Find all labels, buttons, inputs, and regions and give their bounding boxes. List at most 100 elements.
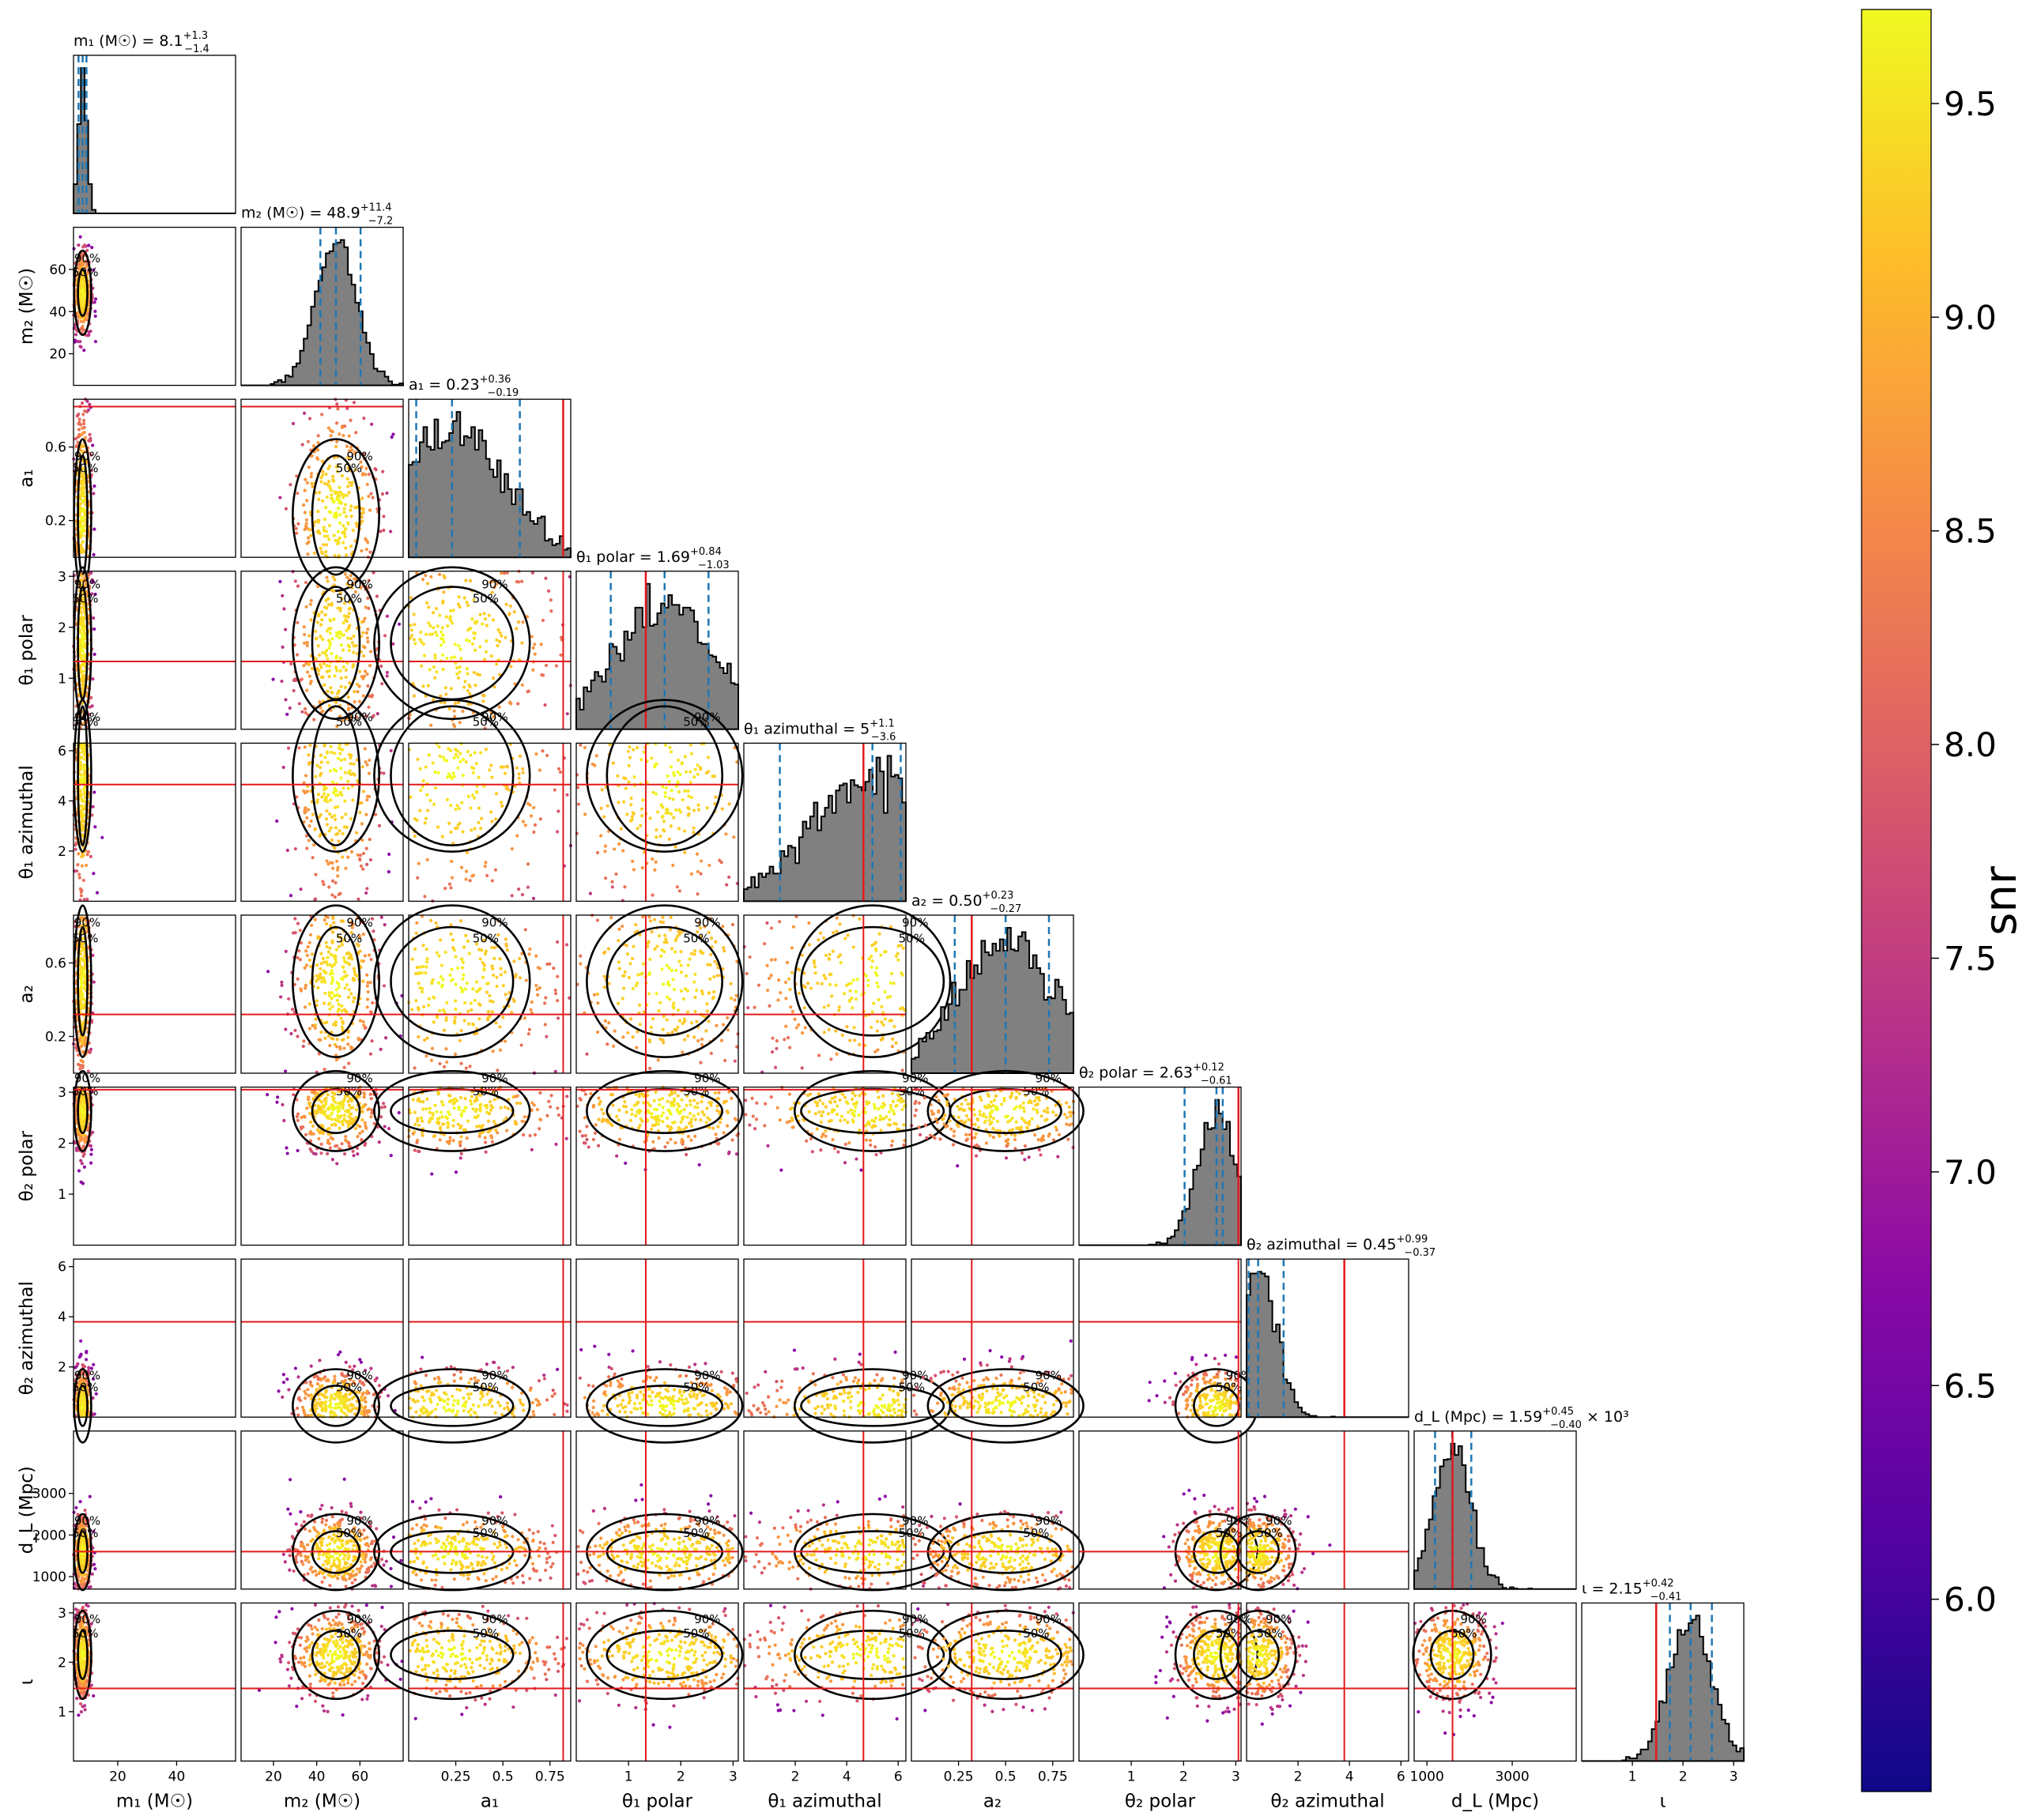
scatter-point — [610, 885, 614, 889]
scatter-point — [89, 330, 92, 333]
scatter-point — [307, 465, 311, 469]
scatter-point — [484, 1150, 488, 1154]
scatter-point — [616, 774, 620, 778]
scatter-point — [444, 1047, 448, 1051]
scatter-point — [92, 652, 96, 657]
scatter-point — [838, 922, 842, 926]
scatter-point — [298, 929, 302, 933]
scatter-point — [693, 1009, 697, 1014]
scatter-point — [632, 944, 636, 948]
scatter-point — [363, 646, 367, 650]
scatter-point — [371, 496, 375, 499]
scatter-point — [484, 949, 488, 953]
scatter-point — [305, 643, 309, 648]
scatter-point — [539, 642, 543, 646]
scatter-point — [346, 995, 351, 999]
scatter-point — [436, 825, 440, 829]
scatter-point — [440, 963, 444, 967]
scatter-point — [356, 1152, 360, 1156]
scatter-point — [662, 1015, 666, 1019]
scatter-point — [326, 793, 330, 797]
scatter-point — [595, 992, 600, 997]
contour-label: 90% — [694, 710, 720, 725]
scatter-point — [481, 975, 485, 979]
scatter-point — [775, 1046, 779, 1050]
scatter-point — [360, 511, 364, 515]
scatter-point — [707, 770, 711, 774]
scatter-point — [875, 981, 879, 985]
scatter-point — [661, 1027, 665, 1031]
scatter-point — [456, 1122, 460, 1126]
scatter-point — [79, 546, 84, 550]
scatter-point — [892, 982, 896, 985]
scatter-point — [316, 1107, 320, 1111]
scatter-point — [444, 615, 448, 619]
scatter-point — [353, 970, 357, 974]
scatter-point — [565, 712, 569, 716]
scatter-point — [889, 1019, 894, 1023]
scatter-point — [866, 983, 870, 988]
scatter-point — [327, 510, 331, 514]
scatter-point — [358, 669, 362, 673]
scatter-point — [321, 880, 325, 884]
scatter-point — [334, 538, 338, 543]
scatter-point — [664, 786, 668, 790]
scatter-point — [672, 1006, 676, 1010]
scatter-point — [521, 820, 526, 823]
scatter-point — [293, 917, 297, 921]
scatter-point — [100, 835, 104, 839]
scatter-point — [533, 823, 538, 827]
scatter-point — [625, 952, 630, 956]
scatter-point — [79, 894, 83, 898]
scatter-point — [419, 630, 423, 635]
scatter-point — [872, 1001, 876, 1005]
contour-label: 50% — [683, 931, 709, 945]
scatter-point — [276, 1095, 280, 1099]
scatter-point — [82, 763, 86, 767]
scatter-point — [870, 1010, 874, 1014]
scatter-point — [670, 969, 673, 973]
scatter-point — [671, 797, 675, 801]
scatter-point — [356, 1135, 360, 1139]
scatter-point — [429, 575, 433, 579]
scatter-point — [461, 757, 466, 762]
scatter-point — [354, 1108, 359, 1112]
scatter-point — [332, 921, 336, 925]
scatter-point — [87, 303, 91, 307]
scatter-point — [673, 939, 677, 943]
scatter-point — [361, 631, 365, 635]
scatter-point — [451, 978, 455, 982]
scatter-point — [304, 810, 307, 814]
scatter-point — [341, 831, 345, 836]
scatter-point — [330, 978, 335, 982]
scatter-point — [689, 951, 693, 955]
scatter-point — [547, 1099, 551, 1103]
scatter-point — [454, 752, 458, 756]
scatter-point — [424, 816, 428, 820]
scatter-point — [696, 808, 701, 812]
scatter-point — [328, 618, 332, 622]
scatter-point — [338, 513, 342, 517]
scatter-point — [485, 990, 489, 994]
scatter-point — [714, 940, 718, 944]
scatter-point — [784, 1024, 788, 1028]
scatter-point — [319, 774, 323, 778]
scatter-point — [529, 1008, 533, 1012]
scatter-point — [299, 987, 303, 991]
scatter-point — [79, 644, 83, 648]
scatter-point — [361, 694, 365, 698]
scatter-point — [777, 978, 781, 982]
scatter-point — [753, 1005, 756, 1009]
scatter-point — [319, 1142, 323, 1146]
scatter-point — [709, 952, 713, 956]
scatter-point — [339, 767, 343, 771]
scatter-point — [432, 802, 436, 806]
scatter-point — [327, 675, 331, 679]
scatter-point — [349, 484, 353, 488]
scatter-point — [346, 1114, 351, 1118]
scatter-point — [74, 1148, 78, 1152]
scatter-point — [527, 952, 531, 956]
scatter-point — [312, 718, 316, 722]
scatter-point — [412, 612, 416, 616]
scatter-point — [469, 1001, 473, 1005]
